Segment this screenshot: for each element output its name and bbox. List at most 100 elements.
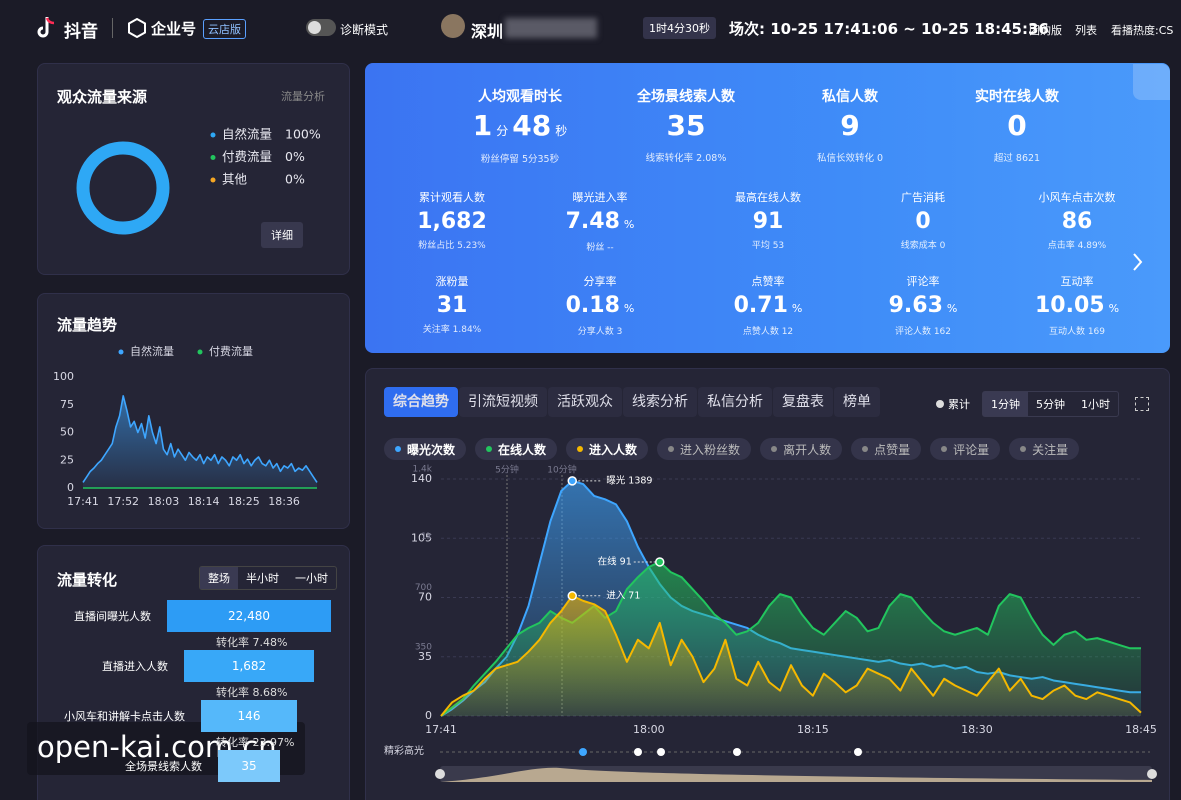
metric-value: 1,682 <box>367 208 537 237</box>
metric: 累计观看人数 1,682 粉丝占比 5.23% <box>367 189 537 251</box>
chart-tabs: 综合趋势 引流短视频 活跃观众 线索分析 私信分析 复盘表 榜单 <box>384 387 880 417</box>
metric-value: 7.48% <box>515 208 685 239</box>
metric-value: 9.63% <box>838 292 1008 323</box>
chip-label: 进入粉丝数 <box>680 442 741 457</box>
metrics-panel <box>365 63 1170 353</box>
metric-number: 9 <box>840 109 860 142</box>
metric-label: 互动率 <box>1060 275 1094 288</box>
radio[interactable] <box>936 400 944 408</box>
metric-label: 实时在线人数 <box>975 89 1059 105</box>
metric-unit: % <box>623 302 635 315</box>
metric-chip[interactable]: 离开人数 <box>760 438 843 460</box>
funnel-value: 1,682 <box>231 659 267 673</box>
metric-chips: 曝光次数 在线人数 进入人数 进入粉丝数 离开人数 点赞量 评论量 关注量 <box>384 438 1088 460</box>
link[interactable]: 列表 <box>1075 24 1097 37</box>
metric-sub: 粉丝停留 5分35秒 <box>480 154 560 165</box>
metric-label: 人均观看时长 <box>478 89 562 105</box>
fullscreen-button[interactable] <box>1135 397 1149 411</box>
metric-number: 31 <box>436 293 468 318</box>
session: 场次: 10-25 17:41:06 ~ 10-25 18:45:36 <box>729 20 1049 38</box>
metric-sub: 点击率 4.89% <box>1047 241 1107 251</box>
metric-chip[interactable]: 进入人数 <box>566 438 649 460</box>
metric-number: 1,682 <box>417 209 487 234</box>
chip-dot <box>862 446 869 452</box>
metric-sub: 平均 53 <box>751 241 785 251</box>
metric-sub: 线索转化率 2.08% <box>645 153 727 164</box>
blur <box>505 18 597 38</box>
metric-value: 0.71% <box>683 292 853 323</box>
panel-title: 观众流量来源 <box>57 88 148 106</box>
metric-chip[interactable]: 在线人数 <box>475 438 558 460</box>
metric: 人均观看时长 1 分 48 秒粉丝停留 5分35秒 <box>435 86 605 165</box>
metric-chip[interactable]: 点赞量 <box>851 438 922 460</box>
metric: 全场景线索人数 35 线索转化率 2.08% <box>601 86 771 164</box>
download-button[interactable] <box>1133 64 1170 100</box>
metric: 点赞率 0.71% 点赞人数 12 <box>683 273 853 337</box>
enterprise: 企业号 <box>151 20 197 38</box>
metric-unit: % <box>791 302 803 315</box>
metric-label: 最高在线人数 <box>735 191 801 204</box>
metric-sub: 线索成本 0 <box>900 241 946 251</box>
funnel-label: 全场景线索人数 <box>125 760 202 773</box>
metric-chip[interactable]: 关注量 <box>1009 438 1080 460</box>
funnel-value: 22,480 <box>228 609 270 623</box>
tab[interactable]: 综合趋势 <box>384 387 458 417</box>
funnel-rate: 转化率 7.48% <box>216 636 288 649</box>
chip-label: 在线人数 <box>498 442 547 457</box>
funnel-label: 直播进入人数 <box>102 660 168 673</box>
metric-number: 0.71 <box>733 293 788 318</box>
next-arrow[interactable] <box>1130 250 1146 274</box>
metric-number: 86 <box>1061 209 1093 234</box>
interval[interactable]: 5分钟 <box>1036 398 1065 411</box>
detail-button[interactable]: 详细 <box>261 222 303 248</box>
tab[interactable]: 活跃观众 <box>548 387 622 417</box>
tab[interactable]: 复盘表 <box>773 387 833 417</box>
metric-sub: 互动人数 169 <box>1048 327 1106 337</box>
metric-chip[interactable]: 评论量 <box>930 438 1001 460</box>
tab[interactable]: 私信分析 <box>698 387 772 417</box>
metric-label: 累计观看人数 <box>419 191 485 204</box>
metric-unit: 秒 <box>555 124 568 138</box>
metric-value: 86 <box>992 208 1162 237</box>
tab[interactable]: 引流短视频 <box>459 387 547 417</box>
funnel-value: 146 <box>237 709 261 723</box>
metric-value: 35 <box>601 108 771 148</box>
chip-dot <box>771 446 778 452</box>
toggle[interactable] <box>306 19 336 36</box>
metric-label: 小风车点击次数 <box>1038 191 1116 204</box>
chip-label: 评论量 <box>953 442 990 457</box>
metric-chip[interactable]: 进入粉丝数 <box>657 438 752 460</box>
chip-label: 进入人数 <box>589 442 638 457</box>
metric-chip[interactable]: 曝光次数 <box>384 438 467 460</box>
funnel-tab[interactable]: 半小时 <box>246 572 279 585</box>
metric: 分享率 0.18% 分享人数 3 <box>515 273 685 337</box>
metric-value: 31 <box>367 292 537 321</box>
funnel-bar: 22,480 <box>167 600 331 632</box>
brand: 抖音 <box>64 22 98 42</box>
funnel-tab[interactable]: 一小时 <box>295 572 328 585</box>
link[interactable]: 团购版 <box>1029 24 1062 37</box>
enterprise-icon <box>128 18 146 38</box>
tab[interactable]: 线索分析 <box>623 387 697 417</box>
metric: 小风车点击次数 86 点击率 4.89% <box>992 189 1162 251</box>
metric-label: 点赞率 <box>751 275 785 288</box>
interval[interactable]: 1小时 <box>1081 398 1110 411</box>
divider <box>112 18 113 38</box>
tab[interactable]: 榜单 <box>834 387 880 417</box>
panel-link[interactable]: 流量分析 <box>281 90 325 103</box>
link[interactable]: 看播热度:CS <box>1111 24 1174 37</box>
metric-label: 广告消耗 <box>901 191 945 204</box>
panel-title: 流量趋势 <box>57 316 118 334</box>
metric-label: 涨粉量 <box>435 275 469 288</box>
metric-label: 评论率 <box>906 275 940 288</box>
funnel-rate: 转化率 8.68% <box>216 686 288 699</box>
metric-number: 10.05 <box>1034 293 1105 318</box>
chip-dot <box>577 446 584 452</box>
interval[interactable]: 1分钟 <box>983 392 1028 416</box>
avatar <box>441 14 465 38</box>
funnel-tab[interactable]: 整场 <box>200 567 238 589</box>
metric-unit: % <box>946 302 958 315</box>
chip-dot <box>941 446 948 452</box>
metric-sub: 私信长效转化 0 <box>816 153 884 164</box>
logo-icon <box>37 17 55 38</box>
